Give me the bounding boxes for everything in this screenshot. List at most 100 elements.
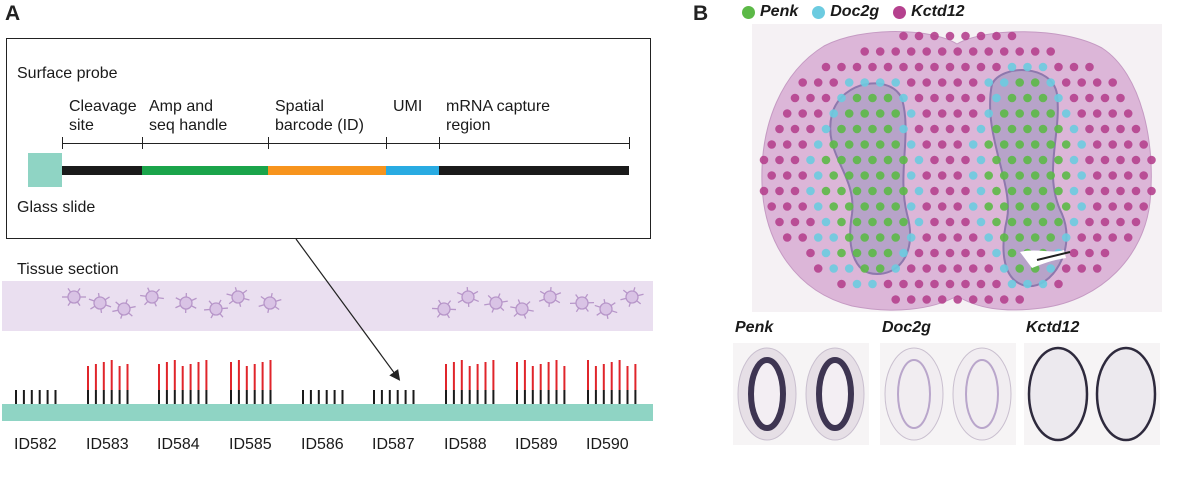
expression-spot — [1123, 109, 1133, 118]
expression-spot — [1023, 186, 1032, 196]
expression-spot — [1131, 155, 1141, 165]
expression-spot — [914, 186, 924, 196]
expression-spot — [813, 78, 823, 87]
expression-spot — [899, 155, 908, 165]
expression-spot — [1123, 202, 1133, 211]
expression-spot — [1100, 248, 1110, 258]
expression-spot — [829, 233, 838, 242]
expression-spot — [844, 264, 854, 273]
expression-spot — [1085, 217, 1094, 227]
expression-spot — [984, 233, 993, 242]
expression-spot — [1054, 62, 1063, 72]
expression-spot — [759, 155, 769, 165]
expression-spot — [1007, 93, 1017, 103]
expression-spot — [992, 93, 1001, 103]
expression-spot — [1139, 140, 1148, 149]
expression-spot — [875, 47, 885, 56]
expression-spot — [1061, 140, 1071, 149]
expression-spot — [891, 171, 900, 180]
expression-spot — [1108, 109, 1117, 118]
expression-spot — [829, 109, 838, 118]
neuron-cell — [594, 299, 618, 319]
neuron-cell — [510, 299, 534, 319]
expression-spot — [914, 62, 924, 72]
expression-spot — [1030, 78, 1040, 87]
expression-spot — [984, 202, 993, 211]
expression-spot — [1015, 202, 1024, 211]
expression-spot — [860, 233, 869, 242]
expression-spot — [1092, 109, 1102, 118]
neuron-cell — [112, 299, 136, 319]
expression-spot — [899, 186, 908, 196]
surface-probe-title: Surface probe — [17, 65, 118, 82]
expression-spot — [1108, 140, 1117, 149]
expression-spot — [844, 78, 854, 87]
expression-spot — [922, 140, 931, 149]
expression-spot — [1069, 155, 1079, 165]
expression-spot — [1030, 171, 1040, 180]
expression-spot — [1054, 217, 1063, 227]
expression-spot — [1100, 217, 1110, 227]
expression-spot — [837, 155, 846, 165]
expression-spot — [1015, 264, 1024, 273]
legend-dot — [812, 5, 826, 19]
expression-spot — [1092, 78, 1102, 87]
expression-spot — [1131, 186, 1141, 196]
neuron-cell — [62, 287, 86, 307]
probe-segment-2 — [142, 166, 268, 175]
expression-spot — [906, 47, 916, 56]
legend-item-penk: Penk — [742, 3, 798, 21]
expression-spot — [1077, 233, 1086, 242]
expression-spot — [1007, 124, 1017, 134]
legend-label: Doc2g — [830, 3, 880, 20]
expression-spot — [1038, 62, 1048, 72]
probe-segment-label-2: Amp and seq handle — [149, 98, 228, 134]
expression-spot — [961, 186, 970, 196]
expression-spot — [922, 47, 931, 56]
expression-spot — [1100, 93, 1110, 103]
probe-segment-label-1: Cleavage site — [69, 98, 137, 134]
expression-spot — [1116, 186, 1125, 196]
thumbnail-title: Doc2g — [882, 319, 931, 336]
expression-spot — [821, 186, 831, 196]
expression-spot — [844, 109, 854, 118]
expression-spot — [829, 264, 838, 273]
expression-spot — [1116, 155, 1125, 165]
expression-spot — [1061, 202, 1071, 211]
expression-spot — [945, 279, 955, 289]
expression-spot — [1100, 186, 1110, 196]
expression-spot — [992, 124, 1001, 134]
expression-spot — [1061, 264, 1071, 273]
expression-spot — [914, 124, 924, 134]
expression-spot — [813, 140, 823, 149]
expression-spot — [1007, 217, 1017, 227]
neuron-cell — [258, 293, 282, 313]
expression-spot — [891, 233, 900, 242]
spot-id-label: ID583 — [86, 436, 129, 453]
expression-spot — [1077, 109, 1086, 118]
expression-spot — [906, 202, 916, 211]
expression-spot — [1046, 233, 1055, 242]
expression-spot — [914, 31, 924, 41]
neuron-cell — [484, 293, 508, 313]
expression-spot — [1123, 233, 1133, 242]
expression-spot — [1061, 109, 1071, 118]
expression-spot — [806, 217, 815, 227]
expression-spot — [1077, 140, 1086, 149]
expression-spot — [891, 295, 900, 304]
expression-spot — [891, 202, 900, 211]
expression-spot — [945, 62, 955, 72]
expression-spot — [930, 279, 939, 289]
expression-spot — [945, 155, 955, 165]
expression-spot — [860, 140, 869, 149]
expression-spot — [868, 93, 877, 103]
expression-spot — [906, 78, 916, 87]
expression-spot — [829, 78, 838, 87]
expression-spot — [999, 233, 1009, 242]
expression-spot — [829, 202, 838, 211]
expression-spot — [922, 233, 931, 242]
expression-spot — [844, 233, 854, 242]
expression-spot — [844, 171, 854, 180]
expression-spot — [1085, 124, 1094, 134]
expression-spot — [945, 186, 955, 196]
